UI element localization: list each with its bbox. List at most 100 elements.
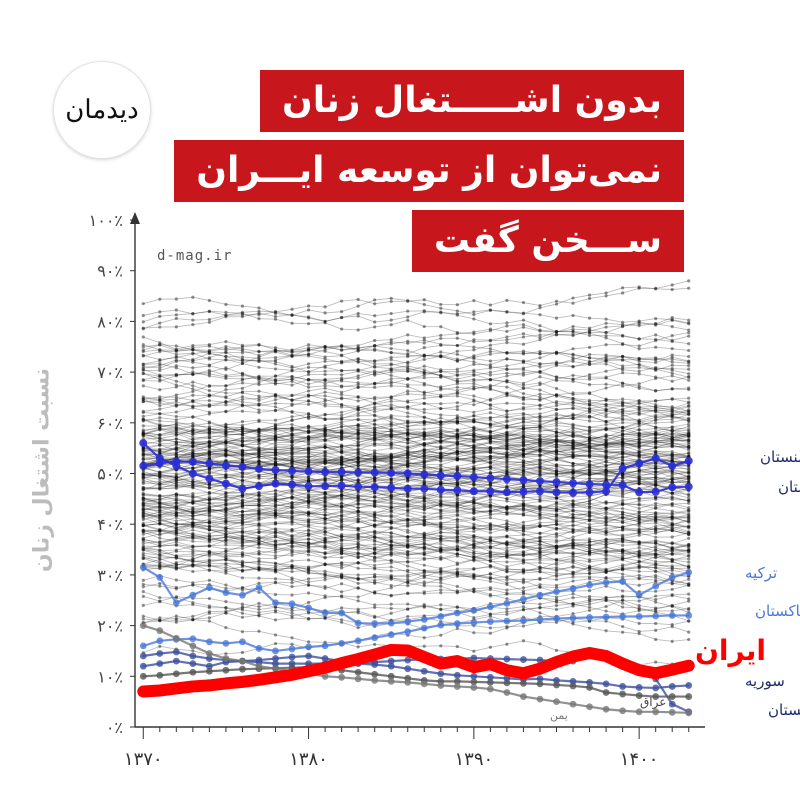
background-series-point bbox=[571, 559, 575, 563]
background-series-point bbox=[637, 432, 641, 436]
background-series-point bbox=[571, 330, 575, 334]
background-series-point bbox=[571, 426, 575, 430]
background-series-point bbox=[273, 567, 278, 571]
background-series-point bbox=[505, 454, 509, 458]
background-series-point bbox=[356, 432, 360, 436]
background-series-point bbox=[174, 393, 178, 397]
background-series-point bbox=[141, 590, 145, 594]
background-series-point bbox=[340, 445, 344, 449]
background-series-point bbox=[224, 606, 228, 610]
background-series-point bbox=[455, 313, 459, 317]
background-series-point bbox=[554, 585, 559, 590]
background-series-point bbox=[654, 470, 658, 474]
background-series-point bbox=[373, 555, 377, 559]
background-series-point bbox=[654, 321, 658, 326]
background-series-point bbox=[174, 430, 178, 434]
background-series-point bbox=[406, 369, 410, 373]
background-series-point bbox=[604, 325, 608, 329]
background-series-point bbox=[207, 528, 211, 532]
background-series-point bbox=[257, 440, 261, 445]
background-series-point bbox=[538, 462, 542, 466]
background-series-point bbox=[191, 535, 195, 539]
background-series-point bbox=[422, 591, 426, 596]
background-series-point bbox=[389, 338, 393, 342]
background-series-line bbox=[143, 431, 689, 450]
background-series-point bbox=[224, 391, 228, 395]
background-series-point bbox=[538, 567, 542, 571]
background-series-point bbox=[191, 357, 195, 362]
background-series-point bbox=[306, 640, 311, 644]
background-series-point bbox=[224, 428, 228, 432]
background-series-point bbox=[472, 368, 476, 372]
background-series-point bbox=[455, 343, 459, 348]
background-series-point bbox=[422, 508, 426, 512]
background-series-point bbox=[306, 385, 311, 389]
background-series-point bbox=[587, 589, 592, 593]
background-series-point bbox=[554, 407, 559, 412]
background-series-point bbox=[472, 448, 476, 452]
background-series-point bbox=[637, 440, 641, 444]
background-series-line bbox=[143, 433, 689, 458]
background-series-point bbox=[654, 475, 658, 479]
background-series-point bbox=[604, 530, 608, 534]
background-series-point bbox=[290, 307, 294, 311]
background-series-point bbox=[571, 504, 575, 508]
background-series-point bbox=[571, 414, 575, 418]
background-series-point bbox=[323, 365, 327, 370]
background-series-point bbox=[637, 553, 641, 557]
background-series-point bbox=[654, 399, 658, 403]
background-series-point bbox=[356, 586, 360, 590]
background-series-point bbox=[554, 522, 559, 527]
background-series-point bbox=[224, 474, 228, 479]
background-series-point bbox=[488, 510, 492, 514]
background-series-point bbox=[604, 404, 608, 408]
background-series-point bbox=[340, 594, 344, 598]
background-series-point bbox=[174, 519, 178, 523]
background-series-point bbox=[158, 437, 162, 441]
background-series-point bbox=[422, 419, 426, 423]
background-series-point bbox=[323, 457, 327, 461]
background-series-point bbox=[323, 563, 327, 567]
background-series-point bbox=[621, 516, 625, 520]
background-series-point bbox=[240, 471, 245, 475]
background-series-point bbox=[290, 426, 294, 431]
background-series-point bbox=[422, 324, 426, 329]
background-series-point bbox=[373, 580, 377, 584]
background-series-point bbox=[422, 407, 426, 412]
background-series-point bbox=[455, 407, 459, 412]
background-series-point bbox=[207, 441, 211, 445]
background-series-point bbox=[257, 355, 261, 359]
background-series-point bbox=[141, 384, 145, 388]
background-series-point bbox=[290, 432, 294, 437]
background-series-point bbox=[373, 566, 377, 570]
background-series-point bbox=[472, 340, 476, 344]
background-series-point bbox=[290, 426, 294, 430]
background-series-point bbox=[306, 537, 311, 541]
background-series-point bbox=[290, 374, 294, 378]
background-series-point bbox=[521, 332, 526, 336]
background-series-point bbox=[224, 435, 228, 439]
background-series-point bbox=[389, 611, 393, 615]
background-series-point bbox=[389, 433, 393, 437]
background-series-point bbox=[687, 386, 691, 390]
background-series-point bbox=[571, 519, 575, 524]
background-series-point bbox=[141, 313, 145, 318]
background-series-point bbox=[290, 434, 294, 438]
background-series-point bbox=[670, 593, 674, 598]
background-series-point bbox=[207, 394, 211, 398]
background-series-point bbox=[174, 504, 178, 508]
background-series-point bbox=[554, 551, 559, 555]
background-series-point bbox=[670, 444, 674, 448]
background-series-point bbox=[273, 550, 278, 555]
background-series-point bbox=[323, 345, 327, 349]
background-series-point bbox=[422, 459, 426, 463]
background-series-point bbox=[141, 536, 145, 540]
background-series-point bbox=[687, 387, 691, 392]
background-series-point bbox=[621, 401, 625, 406]
background-series-point bbox=[439, 434, 443, 438]
background-series-point bbox=[472, 362, 476, 366]
background-series-point bbox=[207, 471, 211, 475]
background-series-point bbox=[654, 399, 658, 403]
background-series-point bbox=[554, 427, 559, 431]
background-series-point bbox=[323, 517, 327, 521]
